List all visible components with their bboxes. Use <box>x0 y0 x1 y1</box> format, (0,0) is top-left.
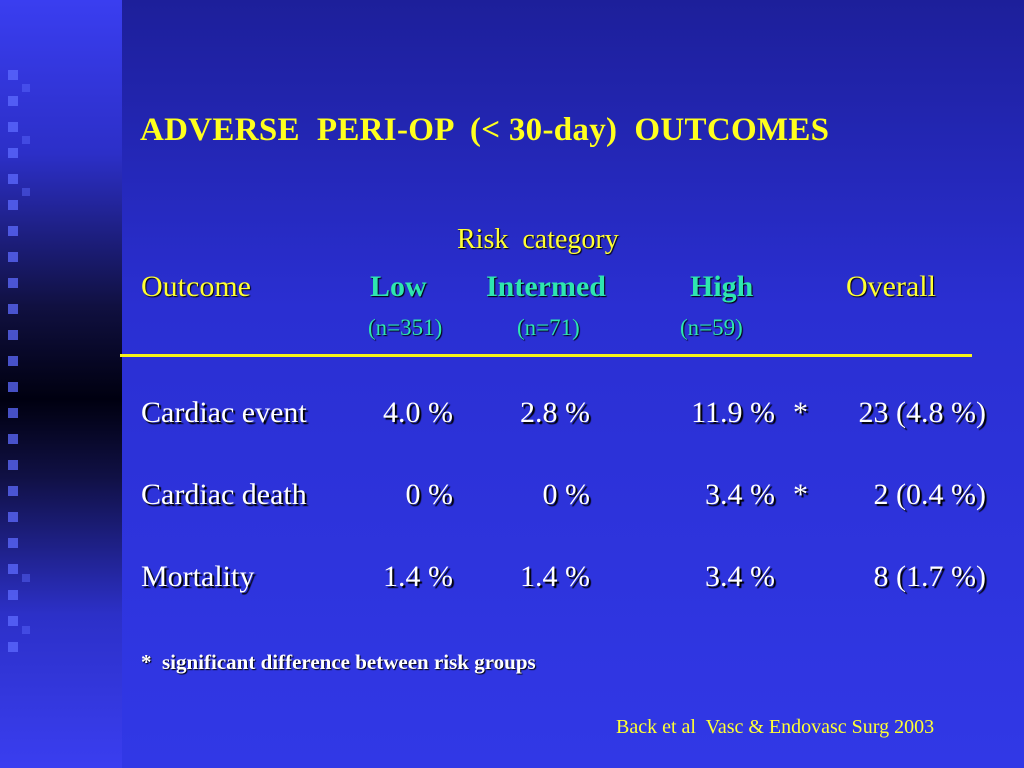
row-intermed-value: 0 % <box>542 478 591 511</box>
slide-title: ADVERSE PERI-OP (< 30-day) OUTCOMES <box>140 112 830 148</box>
row-outcome-label: Mortality <box>141 560 255 593</box>
decor-square <box>8 304 18 314</box>
sample-size-intermed: (n=71) <box>517 315 580 340</box>
decor-square <box>22 574 30 582</box>
sample-size-low: (n=351) <box>368 315 443 340</box>
row-overall-value: 23 (4.8 %) <box>858 396 986 429</box>
decor-square <box>8 460 18 470</box>
column-header-high: High <box>690 270 754 303</box>
decor-square <box>8 616 18 626</box>
citation: Back et al Vasc & Endovasc Surg 2003 <box>616 716 935 738</box>
row-outcome-label: Cardiac death <box>141 478 307 511</box>
decor-square <box>8 434 18 444</box>
decor-square <box>8 356 18 366</box>
decor-square <box>8 200 18 210</box>
row-low-value: 0 % <box>405 478 454 511</box>
row-high-value: 3.4 % <box>705 478 775 511</box>
decor-square <box>22 188 30 196</box>
column-header-intermed: Intermed <box>486 270 606 303</box>
row-high-value: 3.4 % <box>705 560 775 593</box>
row-high-value: 11.9 % <box>691 396 775 429</box>
row-overall-value: 8 (1.7 %) <box>873 560 986 593</box>
decor-square <box>8 252 18 262</box>
decor-square <box>8 512 18 522</box>
decor-square <box>8 70 18 80</box>
left-decorative-strip <box>0 0 122 768</box>
row-low-value: 4.0 % <box>383 396 453 429</box>
footnote: * significant difference between risk gr… <box>141 650 536 674</box>
decor-square <box>8 564 18 574</box>
decor-square <box>8 226 18 236</box>
row-intermed-value: 2.8 % <box>520 396 590 429</box>
significance-marker: * <box>793 478 808 511</box>
decor-square <box>8 278 18 288</box>
decor-square <box>8 174 18 184</box>
column-header-overall: Overall <box>846 270 936 303</box>
decor-square <box>8 122 18 132</box>
decor-square <box>8 486 18 496</box>
row-intermed-value: 1.4 % <box>520 560 590 593</box>
decor-square <box>8 538 18 548</box>
risk-category-heading: Risk category <box>457 224 619 255</box>
decor-square <box>8 148 18 158</box>
row-outcome-label: Cardiac event <box>141 396 307 429</box>
decor-square <box>22 626 30 634</box>
column-header-outcome: Outcome <box>141 270 251 303</box>
row-overall-value: 2 (0.4 %) <box>873 478 986 511</box>
decor-square <box>8 590 18 600</box>
decor-square <box>8 642 18 652</box>
decor-square <box>8 96 18 106</box>
header-divider <box>120 354 972 357</box>
decor-square <box>22 84 30 92</box>
sample-size-high: (n=59) <box>680 315 743 340</box>
row-low-value: 1.4 % <box>383 560 453 593</box>
column-header-low: Low <box>370 270 427 303</box>
significance-marker: * <box>793 396 808 429</box>
decor-square <box>8 408 18 418</box>
decor-square <box>8 382 18 392</box>
decor-square <box>22 136 30 144</box>
decor-square <box>8 330 18 340</box>
